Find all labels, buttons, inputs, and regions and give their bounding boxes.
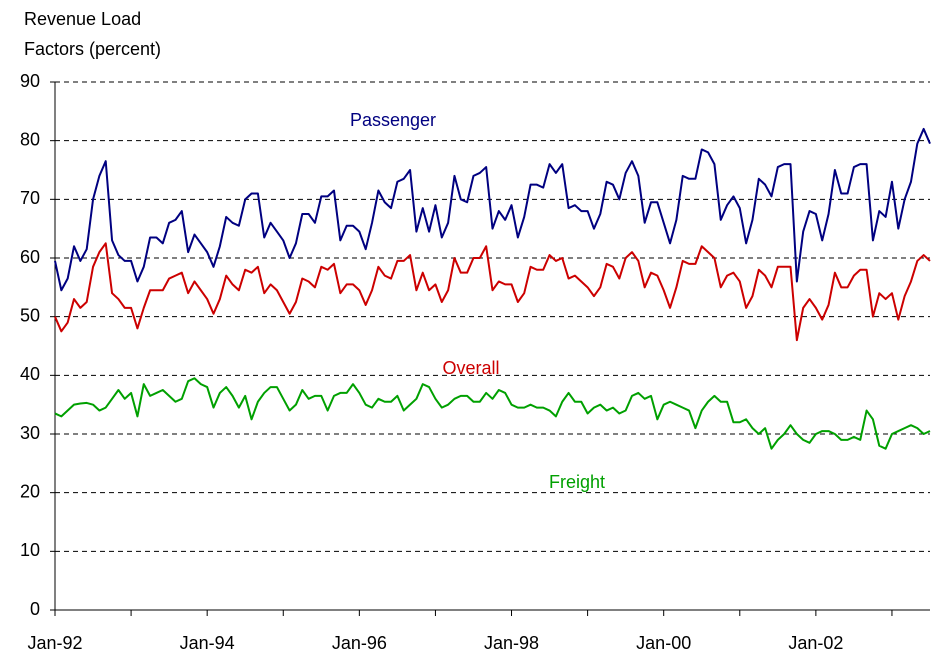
y-tick-label: 80 — [20, 129, 40, 149]
y-axis-label: Revenue Load — [24, 9, 141, 29]
x-tick-label: Jan-94 — [180, 633, 235, 653]
y-tick-label: 90 — [20, 71, 40, 91]
y-tick-label: 50 — [20, 305, 40, 325]
y-tick-label: 30 — [20, 423, 40, 443]
x-tick-label: Jan-02 — [788, 633, 843, 653]
y-tick-label: 60 — [20, 247, 40, 267]
x-tick-label: Jan-92 — [27, 633, 82, 653]
x-tick-label: Jan-98 — [484, 633, 539, 653]
series-label: Passenger — [350, 110, 436, 130]
series-label: Overall — [442, 358, 499, 378]
x-tick-label: Jan-96 — [332, 633, 387, 653]
series-label: Freight — [549, 472, 605, 492]
x-tick-label: Jan-00 — [636, 633, 691, 653]
y-tick-label: 40 — [20, 364, 40, 384]
y-tick-label: 10 — [20, 540, 40, 560]
series-line — [54, 377, 931, 450]
y-axis-label: Factors (percent) — [24, 39, 161, 59]
y-tick-label: 20 — [20, 481, 40, 501]
y-tick-label: 70 — [20, 188, 40, 208]
y-tick-label: 0 — [30, 599, 40, 619]
series-line — [54, 127, 931, 292]
series-line — [54, 242, 931, 342]
